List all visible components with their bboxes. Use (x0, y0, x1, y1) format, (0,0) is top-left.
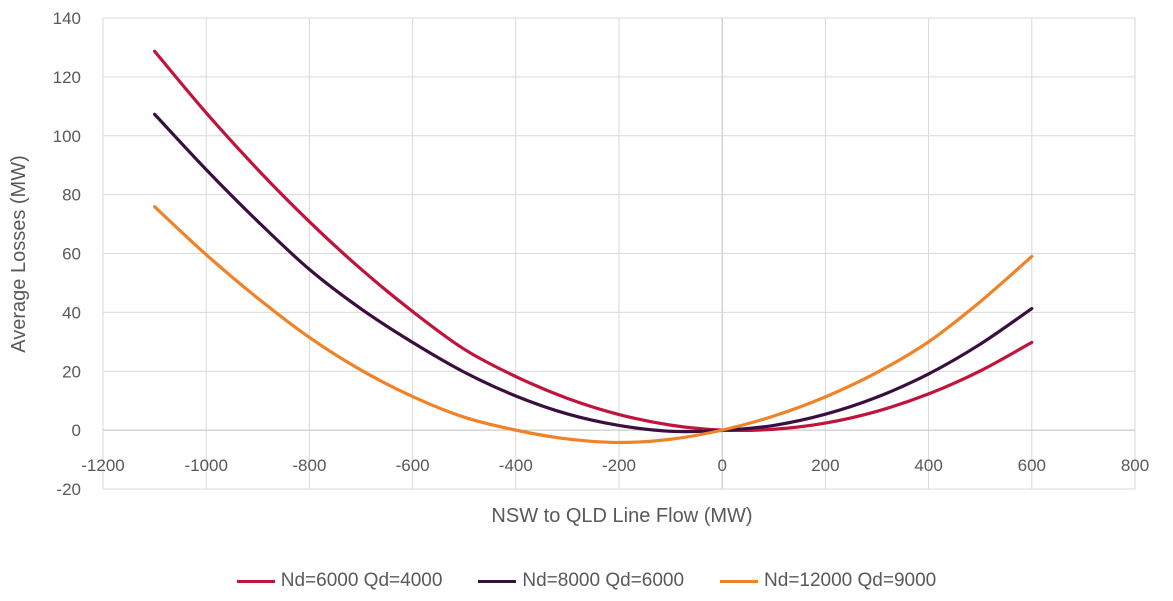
y-tick-label: 0 (72, 421, 81, 440)
y-tick-label: 20 (62, 362, 81, 381)
chart-series-layer (153, 49, 1034, 445)
chart-legend: Nd=6000 Qd=4000 Nd=8000 Qd=6000 Nd=12000 Q… (0, 566, 1173, 596)
legend-item-3[interactable]: Nd=12000 Qd=9000 (720, 570, 936, 592)
legend-label: Nd=8000 Qd=6000 (522, 570, 685, 591)
y-axis-tick-labels: -20 0 20 40 60 80 100 120 140 (53, 9, 81, 499)
x-tick-label: -200 (602, 456, 636, 475)
x-axis-title: NSW to QLD Line Flow (MW) (491, 505, 752, 527)
x-tick-label: 400 (914, 456, 942, 475)
y-tick-label: 140 (53, 9, 81, 28)
legend-swatch (478, 579, 517, 583)
x-axis-tick-labels: -1200 -1000 -800 -600 -400 -200 0 200 400 600 800 (81, 456, 1149, 475)
y-tick-label: 80 (62, 186, 81, 205)
legend-swatch (236, 579, 275, 583)
x-tick-label: -1200 (81, 456, 124, 475)
x-tick-label: 0 (717, 456, 726, 475)
legend-label: Nd=12000 Qd=9000 (764, 570, 937, 591)
x-tick-label: -800 (292, 456, 326, 475)
x-tick-label: -600 (396, 456, 430, 475)
x-tick-label: -1000 (184, 456, 227, 475)
legend-item-1[interactable]: Nd=6000 Qd=4000 (236, 570, 443, 592)
y-tick-label: 60 (62, 245, 81, 264)
series-line-1 (153, 49, 1034, 433)
x-tick-label: 800 (1121, 456, 1149, 475)
x-tick-label: 600 (1018, 456, 1046, 475)
legend-item-2[interactable]: Nd=8000 Qd=6000 (478, 570, 684, 592)
series-line-2 (153, 112, 1034, 434)
line-chart: -1200 -1000 -800 -600 -400 -200 0 200 400 600 800 … (8, 9, 1149, 527)
y-tick-label: 120 (53, 68, 81, 87)
series-line-3 (153, 205, 1034, 445)
x-tick-label: 200 (811, 456, 839, 475)
y-axis-title: Average Losses (MW) (8, 155, 30, 352)
y-tick-label: -20 (56, 480, 81, 499)
legend-swatch (720, 579, 759, 583)
chart-gridlines (102, 17, 1136, 490)
y-tick-label: 40 (62, 303, 81, 322)
y-tick-label: 100 (53, 127, 81, 146)
legend-label: Nd=6000 Qd=4000 (280, 570, 443, 591)
x-tick-label: -400 (499, 456, 533, 475)
